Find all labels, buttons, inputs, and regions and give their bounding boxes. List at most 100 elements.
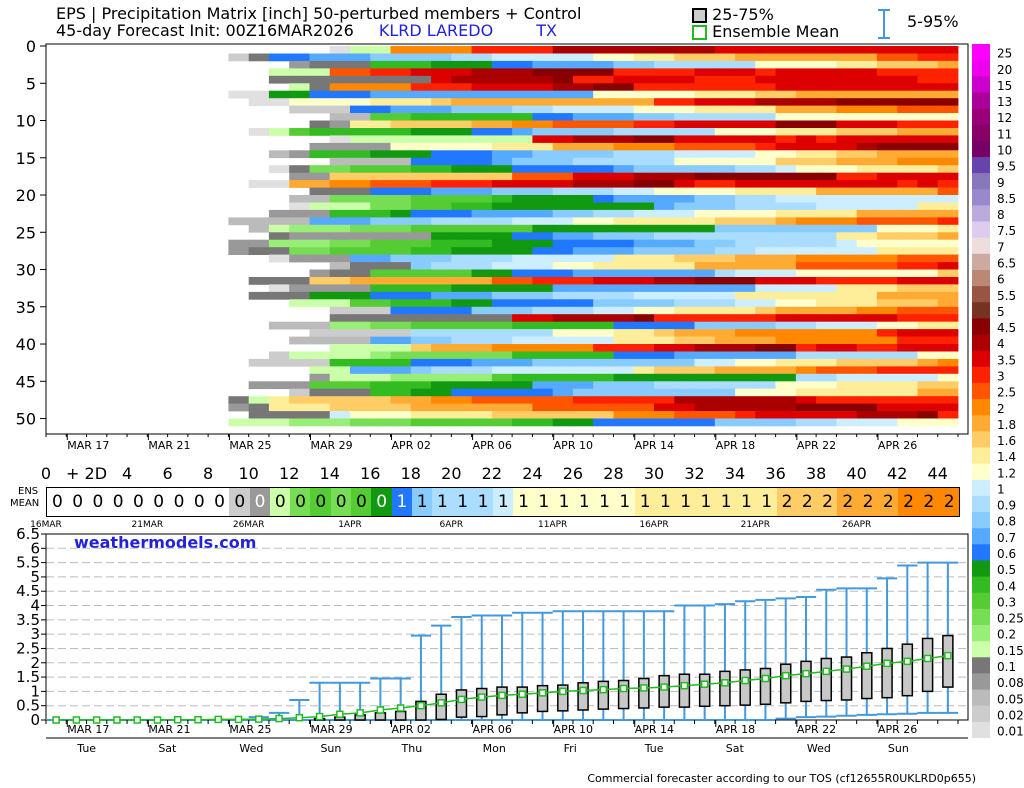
matrix-cell: [714, 291, 736, 300]
matrix-cell: [532, 262, 554, 270]
matrix-cell: [937, 284, 959, 293]
matrix-cell: [816, 60, 837, 69]
matrix-cell: [836, 329, 858, 337]
matrix-cell: [836, 135, 858, 144]
matrix-cell: [836, 90, 858, 99]
matrix-cell: [471, 329, 493, 337]
matrix-cell: [755, 388, 776, 397]
matrix-cell: [390, 291, 412, 300]
matrix-cell: [775, 157, 797, 166]
matrix-cell: [674, 344, 695, 352]
matrix-cell: [532, 388, 554, 397]
matrix-cell: [593, 105, 614, 114]
matrix-cell: [775, 217, 797, 226]
matrix-cell: [613, 284, 635, 293]
y-tick-label: 6: [30, 539, 40, 557]
matrix-cell: [471, 381, 493, 390]
matrix-cell: [552, 60, 574, 69]
mean-cell: 1: [655, 488, 676, 516]
station-state: TX: [536, 21, 557, 40]
matrix-cell: [735, 165, 756, 173]
matrix-cell: [552, 366, 574, 375]
matrix-cell: [532, 53, 554, 62]
matrix-cell: [755, 142, 776, 151]
matrix-cell: [897, 98, 918, 106]
matrix-cell: [897, 209, 918, 218]
matrix-cell: [714, 239, 736, 248]
matrix-cell: [228, 396, 250, 404]
matrix-cell: [350, 314, 371, 322]
matrix-cell: [795, 195, 817, 203]
matrix-cell: [775, 98, 797, 106]
matrix-cell: [451, 150, 472, 159]
matrix-cell: [350, 150, 371, 159]
matrix-cell: [370, 120, 391, 129]
matrix-cell: [390, 224, 412, 233]
mean-marker: [781, 671, 790, 680]
matrix-cell: [714, 60, 736, 69]
matrix-cell: [856, 46, 878, 54]
matrix-cell: [775, 68, 797, 77]
matrix-y-tick-label: 40: [16, 335, 36, 354]
matrix-cell: [410, 98, 432, 106]
matrix-cell: [876, 187, 898, 196]
matrix-cell: [795, 277, 817, 285]
station-name: KLRD LAREDO: [378, 21, 494, 40]
matrix-cell: [471, 90, 493, 99]
matrix-cell: [309, 180, 331, 188]
matrix-cell: [390, 306, 412, 315]
matrix-cell: [917, 172, 939, 181]
matrix-cell: [714, 351, 736, 360]
matrix-cell: [674, 269, 695, 278]
matrix-cell: [552, 120, 574, 129]
mean-marker: [315, 712, 324, 721]
matrix-cell: [593, 202, 614, 211]
matrix-cell: [694, 90, 716, 99]
matrix-cell: [816, 358, 837, 367]
matrix-cell: [856, 403, 878, 412]
matrix-cell: [410, 75, 432, 84]
matrix-cell: [309, 224, 331, 233]
matrix-cell: [937, 150, 959, 159]
matrix-cell: [613, 135, 635, 144]
matrix-cell: [329, 388, 351, 397]
matrix-cell: [431, 336, 452, 345]
matrix-cell: [613, 344, 635, 352]
matrix-cell: [572, 232, 594, 241]
matrix-cell: [390, 98, 412, 106]
matrix-cell: [836, 373, 858, 382]
matrix-cell: [572, 336, 594, 345]
matrix-cell: [714, 172, 736, 181]
matrix-cell: [532, 98, 554, 106]
matrix-cell: [674, 247, 695, 255]
matrix-cell: [816, 90, 837, 99]
matrix-cell: [532, 195, 554, 203]
matrix-day-label: 18: [401, 464, 421, 483]
matrix-cell: [795, 321, 817, 330]
matrix-cell: [633, 299, 655, 308]
matrix-cell: [552, 172, 574, 181]
matrix-cell: [694, 128, 716, 136]
matrix-cell: [370, 262, 391, 270]
matrix-cell: [917, 344, 939, 352]
matrix-cell: [390, 150, 412, 159]
matrix-cell: [694, 291, 716, 300]
matrix-cell: [289, 150, 310, 159]
matrix-y-tick-label: 50: [16, 410, 36, 429]
mean-cell: 0: [290, 488, 311, 516]
matrix-cell: [836, 157, 858, 166]
matrix-cell: [654, 351, 675, 360]
matrix-cell: [512, 172, 533, 181]
matrix-cell: [350, 388, 371, 397]
matrix-cell: [816, 98, 837, 106]
matrix-cell: [917, 157, 939, 166]
matrix-cell: [532, 202, 554, 211]
matrix-cell: [674, 217, 695, 226]
matrix-cell: [714, 83, 736, 92]
matrix-cell: [390, 180, 412, 188]
mean-row-date-label: 21MAR: [132, 520, 164, 530]
colorbar-swatch: [972, 318, 990, 335]
matrix-cell: [633, 239, 655, 248]
matrix-cell: [593, 187, 614, 196]
matrix-cell: [329, 403, 351, 412]
